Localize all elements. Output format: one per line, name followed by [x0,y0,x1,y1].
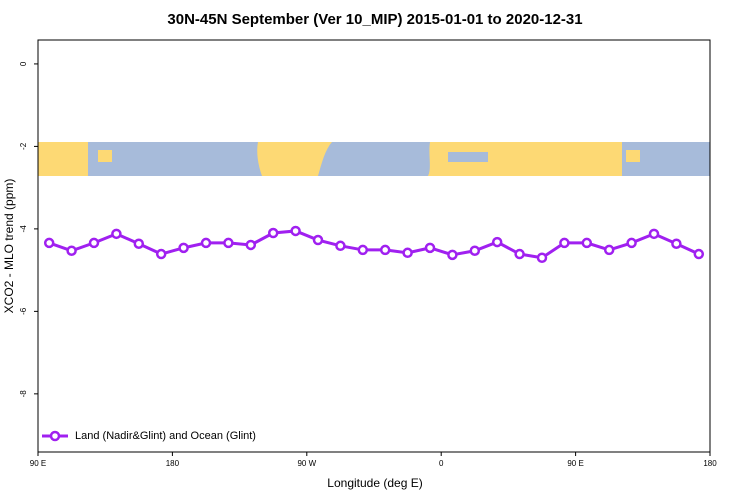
land [626,150,640,162]
point [379,244,391,256]
point [357,244,369,256]
legend-marker [49,430,61,442]
point [603,244,615,256]
land [428,142,622,176]
point [335,240,346,252]
point [155,248,167,260]
land [38,142,88,176]
point [43,237,55,249]
point [491,236,503,248]
series-line [48,229,700,260]
point [671,238,682,249]
point [514,248,525,260]
point [402,247,413,259]
y-axis-label: XCO2 - MLO trend (ppm) [2,179,16,314]
land [257,142,332,176]
point [111,228,122,240]
point [424,242,436,254]
point [626,237,637,249]
point [200,237,212,249]
sea [448,152,488,162]
x-tick-label: 180 [166,459,180,468]
y-tick-label: -4 [19,225,28,233]
y-tick-label: 0 [19,61,28,66]
x-tick-label: 90 E [567,459,583,468]
point [245,239,257,251]
point [178,242,189,254]
map-strip [38,142,710,176]
point [648,228,660,240]
point [88,237,100,249]
y-tick-label: -2 [19,142,28,150]
chart-title: 30N-45N September (Ver 10_MIP) 2015-01-0… [167,11,582,28]
x-tick-label: 180 [703,459,717,468]
point [223,237,234,249]
plot-frame [37,39,711,453]
x-tick-label: 90 W [297,459,316,468]
x-tick-label: 0 [439,459,444,468]
point [559,237,570,249]
point [267,227,279,239]
point [469,245,481,256]
point [312,234,324,246]
x-tick-label: 90 E [30,459,46,468]
point [693,248,705,260]
legend-label: Land (Nadir&Glint) and Ocean (Glint) [75,430,256,442]
x-axis-label: Longitude (deg E) [327,476,422,490]
point [66,245,77,256]
point [290,225,301,237]
y-tick-label: -8 [19,390,28,398]
land [98,150,112,162]
y-tick-label: -6 [19,307,28,315]
point [447,249,458,261]
point [133,238,145,249]
point [536,252,548,264]
point [581,237,593,249]
